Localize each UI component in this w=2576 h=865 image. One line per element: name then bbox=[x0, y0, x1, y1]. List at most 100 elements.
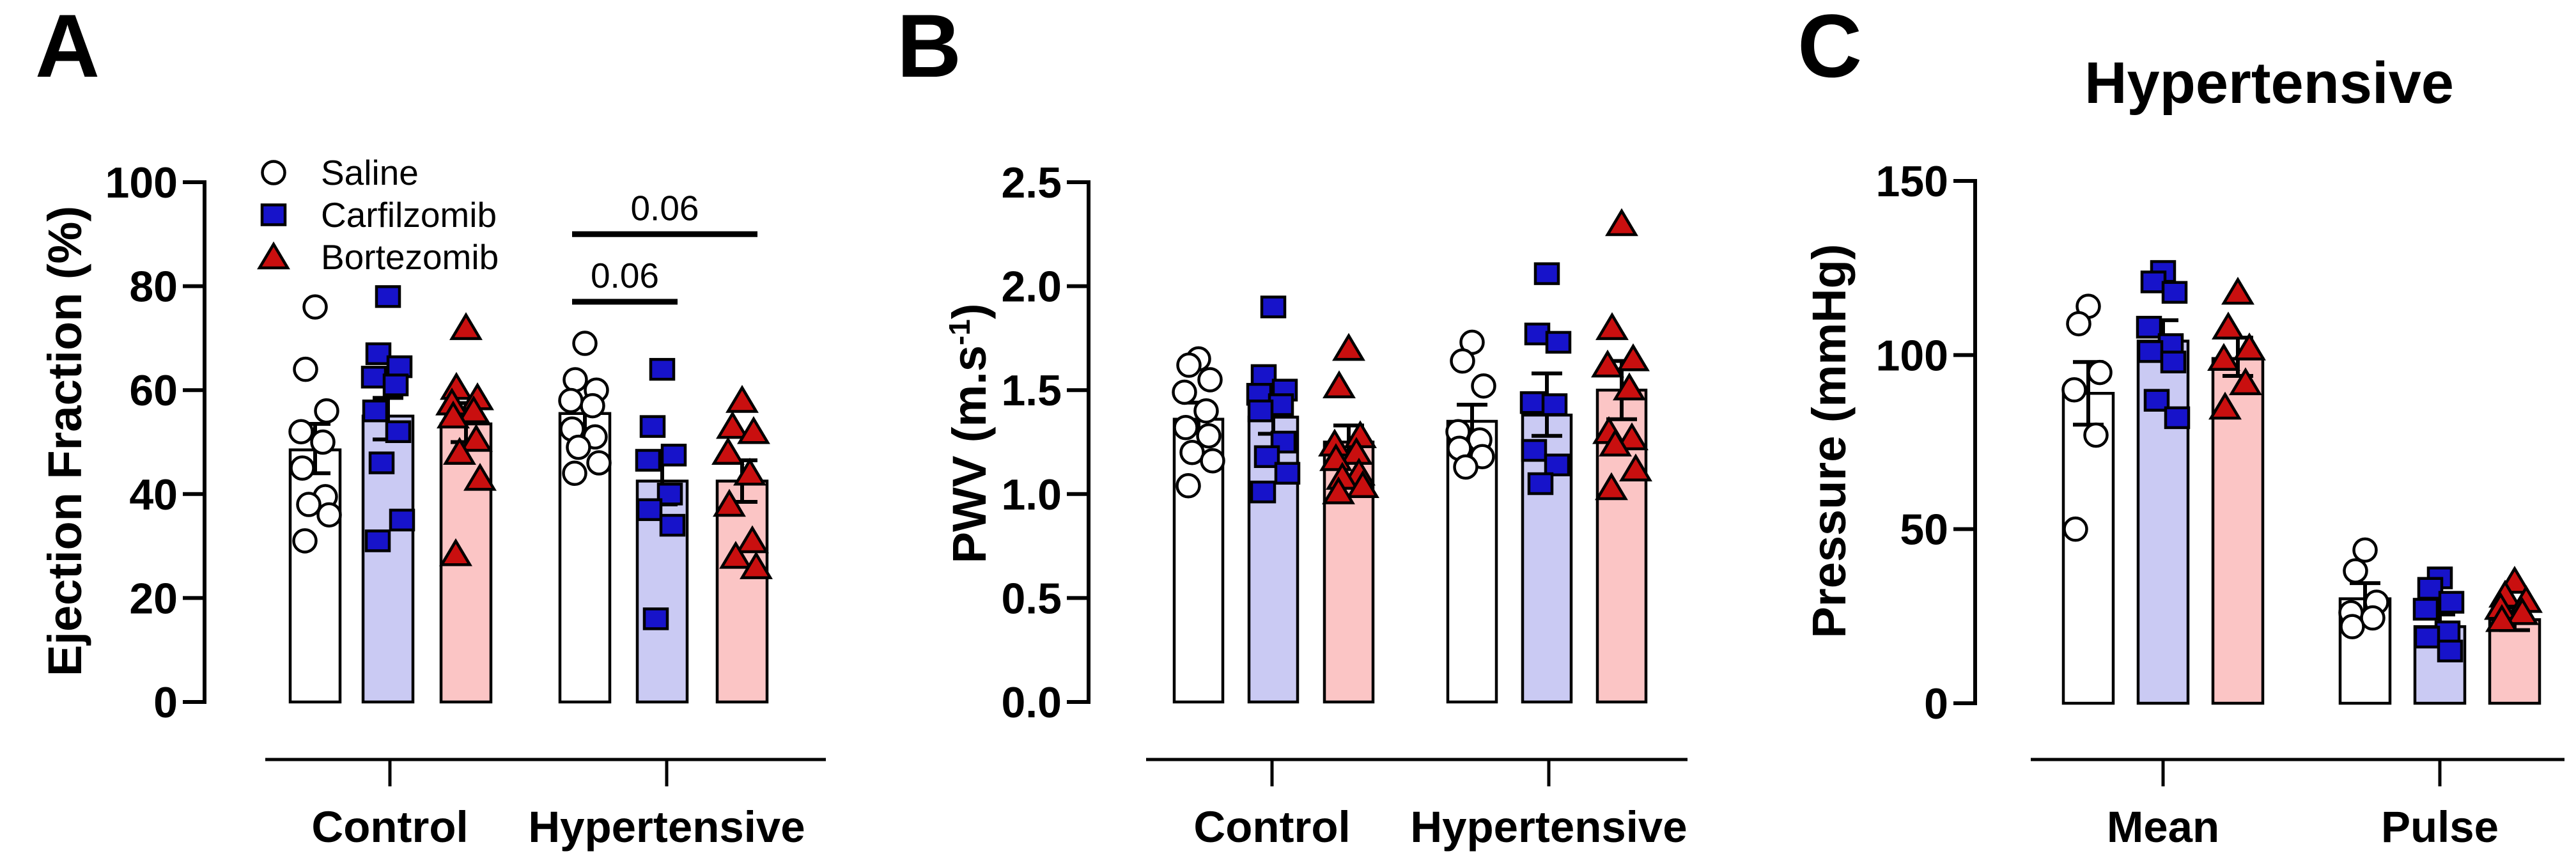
square-legend-icon bbox=[260, 203, 287, 226]
data-point-circle bbox=[2339, 614, 2365, 639]
data-point-triangle bbox=[449, 312, 483, 340]
x-group-label: Hypertensive bbox=[1410, 802, 1687, 852]
data-point-circle bbox=[558, 387, 584, 414]
bar bbox=[2488, 618, 2541, 705]
x-group-label: Hypertensive bbox=[528, 802, 805, 852]
data-point-triangle bbox=[460, 424, 493, 452]
data-point-square bbox=[1533, 262, 1560, 285]
data-point-circle bbox=[302, 294, 328, 320]
data-point-triangle bbox=[719, 540, 752, 569]
data-point-circle bbox=[2066, 311, 2091, 337]
data-points bbox=[2412, 566, 2465, 663]
data-point-circle bbox=[1173, 414, 1199, 440]
y-tick-label: 0.5 bbox=[1001, 574, 1062, 623]
data-point-square bbox=[2414, 625, 2440, 649]
data-point-triangle bbox=[1591, 349, 1624, 378]
data-points bbox=[1519, 262, 1572, 495]
data-point-square bbox=[1541, 393, 1568, 416]
data-point-square bbox=[362, 399, 389, 423]
bar-group-hypertensive-carfilzomib bbox=[1519, 262, 1573, 704]
data-points bbox=[558, 331, 612, 487]
x-group-label: Mean bbox=[2107, 802, 2219, 852]
data-points bbox=[1318, 332, 1379, 504]
data-point-triangle bbox=[740, 551, 773, 579]
y-axis: 0.0 0.5 1.0 1.5 2.0 2.5 bbox=[1001, 159, 1090, 727]
data-point-circle bbox=[2063, 516, 2088, 542]
data-point-square bbox=[1247, 399, 1274, 423]
legend-label: Saline bbox=[321, 153, 419, 192]
data-point-circle bbox=[586, 450, 612, 476]
bar-group-mean-saline bbox=[2061, 293, 2115, 705]
data-point-square bbox=[386, 355, 413, 378]
data-point-triangle bbox=[2208, 391, 2242, 420]
bar-group-pulse-carfilzomib bbox=[2412, 566, 2467, 705]
data-point-triangle bbox=[1595, 472, 1628, 501]
data-point-square bbox=[2438, 591, 2465, 614]
panel-a-chart: 0 20 40 60 80 100 Ejection Fraction (%) Control… bbox=[38, 153, 826, 852]
bar-group-control-saline bbox=[1172, 346, 1225, 704]
data-point-circle bbox=[563, 367, 588, 393]
data-point-circle bbox=[1193, 398, 1219, 424]
panel-b-chart: 0.0 0.5 1.0 1.5 2.0 2.5 PWV (m.s-1) Control Hype… bbox=[943, 159, 1688, 852]
data-point-triangle bbox=[1615, 422, 1649, 451]
data-point-circle bbox=[1172, 379, 1197, 405]
y-axis-label: Pressure (mmHg) bbox=[1803, 244, 1856, 639]
data-point-circle bbox=[1176, 352, 1202, 378]
y-tick-label: 2.5 bbox=[1001, 159, 1062, 207]
data-point-triangle bbox=[437, 400, 470, 429]
data-point-triangle bbox=[2506, 596, 2539, 625]
y-tick-label: 100 bbox=[105, 159, 178, 207]
y-axis-label: PWV (m.s-1) bbox=[943, 304, 996, 564]
data-point-square bbox=[364, 529, 391, 552]
data-point-triangle bbox=[457, 395, 490, 423]
significance-bar: 0.06 bbox=[572, 188, 757, 237]
y-tick-label: 40 bbox=[129, 471, 178, 519]
data-points bbox=[1172, 346, 1225, 499]
data-point-triangle bbox=[2229, 367, 2262, 396]
data-point-triangle bbox=[1599, 428, 1632, 457]
data-point-square bbox=[2140, 270, 2167, 293]
triangle-legend-icon bbox=[257, 241, 290, 270]
data-point-square bbox=[1274, 462, 1301, 485]
data-point-circle bbox=[2083, 422, 2109, 448]
data-point-triangle bbox=[1605, 208, 1638, 237]
bar-group-pulse-saline bbox=[2338, 537, 2392, 705]
data-point-square bbox=[649, 357, 676, 381]
panel-c-pressure: C Hypertensive 0 50 100 150 Pressure (mmHg) M… bbox=[1719, 0, 2576, 865]
data-point-circle bbox=[288, 419, 314, 444]
data-point-triangle bbox=[2207, 343, 2240, 371]
data-point-circle bbox=[1196, 423, 1222, 449]
data-points bbox=[2338, 537, 2389, 639]
panel-a-ejection-fraction: A 0 20 40 60 80 100 Ejection Fraction (%) Contr… bbox=[0, 0, 860, 865]
bar-group-mean-bortezomib bbox=[2207, 276, 2266, 705]
bar-group-control-carfilzomib bbox=[1246, 295, 1301, 704]
data-point-circle bbox=[296, 492, 322, 517]
y-tick-label: 2.0 bbox=[1001, 263, 1062, 311]
bar-group-pulse-bortezomib bbox=[2484, 565, 2543, 705]
data-point-triangle bbox=[1619, 453, 1652, 482]
data-point-triangle bbox=[1613, 372, 1646, 401]
data-point-square bbox=[639, 415, 666, 438]
y-tick-label: 20 bbox=[129, 574, 178, 623]
data-point-triangle bbox=[736, 525, 769, 554]
data-points bbox=[2136, 260, 2191, 430]
data-point-square bbox=[1250, 480, 1276, 504]
data-point-triangle bbox=[716, 410, 749, 439]
data-point-circle bbox=[293, 356, 318, 382]
y-tick-label: 100 bbox=[1876, 331, 1948, 380]
data-points bbox=[288, 294, 342, 554]
y-axis: 0 20 40 60 80 100 bbox=[105, 159, 206, 727]
data-point-circle bbox=[1450, 348, 1475, 374]
x-axis: Control Hypertensive bbox=[1146, 758, 1688, 852]
data-point-square bbox=[2437, 639, 2463, 663]
data-point-circle bbox=[1179, 440, 1205, 465]
data-point-triangle bbox=[711, 437, 745, 465]
y-tick-label: 0.0 bbox=[1001, 678, 1062, 727]
data-point-circle bbox=[316, 502, 342, 528]
data-points bbox=[711, 385, 773, 579]
bar-group-hypertensive-saline bbox=[1445, 329, 1498, 704]
y-tick-label: 0 bbox=[1924, 680, 1948, 728]
data-point-triangle bbox=[725, 385, 759, 413]
data-point-triangle bbox=[443, 437, 476, 465]
